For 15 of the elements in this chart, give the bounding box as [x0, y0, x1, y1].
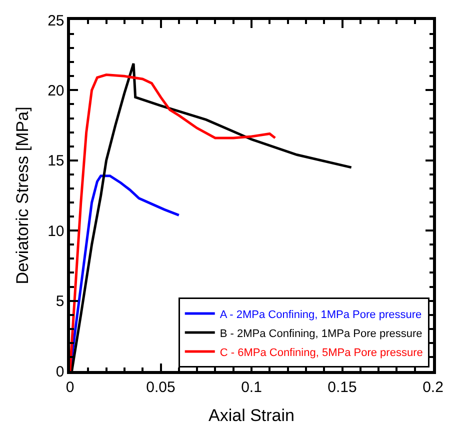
y-tick-label: 10: [48, 222, 64, 240]
y-axis-title: Deviatoric Stress [MPa]: [13, 106, 32, 284]
x-tick-label: 0.1: [241, 378, 262, 396]
x-tick-label: 0.15: [328, 378, 357, 396]
x-tick-label: 0.05: [146, 378, 176, 396]
y-tick-label: 25: [48, 12, 64, 30]
y-tick-label: 15: [48, 152, 64, 170]
x-axis-title: Axial Strain: [208, 406, 294, 426]
y-tick-label: 0: [56, 363, 64, 380]
legend-label: A - 2MPa Confining, 1MPa Pore pressure: [220, 308, 422, 321]
x-tick-label: 0.2: [422, 378, 444, 396]
legend-label: B - 2MPa Confining, 1MPa Pore pressure: [220, 328, 422, 340]
y-tick-label: 20: [48, 82, 64, 100]
legend-label: C - 6MPa Confining, 5MPa Pore pressure: [220, 346, 423, 359]
y-tick-label: 5: [56, 293, 64, 310]
